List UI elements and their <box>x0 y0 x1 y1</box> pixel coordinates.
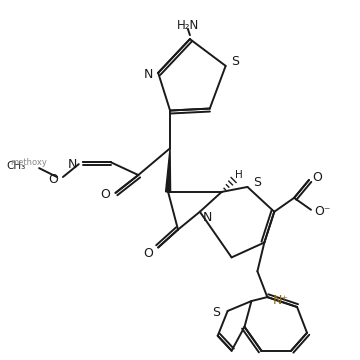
Text: O: O <box>143 247 153 260</box>
Text: O: O <box>101 188 111 201</box>
Text: N: N <box>203 211 212 224</box>
Text: H₂N: H₂N <box>177 19 199 32</box>
Text: O: O <box>48 172 58 185</box>
Text: O: O <box>312 171 322 184</box>
Text: N: N <box>144 68 153 81</box>
Text: O⁻: O⁻ <box>315 205 331 218</box>
Text: S: S <box>231 55 239 68</box>
Polygon shape <box>166 148 171 192</box>
Text: methoxy: methoxy <box>11 158 48 167</box>
Text: H: H <box>235 170 242 180</box>
Text: S: S <box>253 176 261 189</box>
Text: CH₃: CH₃ <box>6 161 25 171</box>
Text: N: N <box>68 158 77 171</box>
Text: S: S <box>212 306 220 319</box>
Text: N⁺: N⁺ <box>273 293 289 307</box>
